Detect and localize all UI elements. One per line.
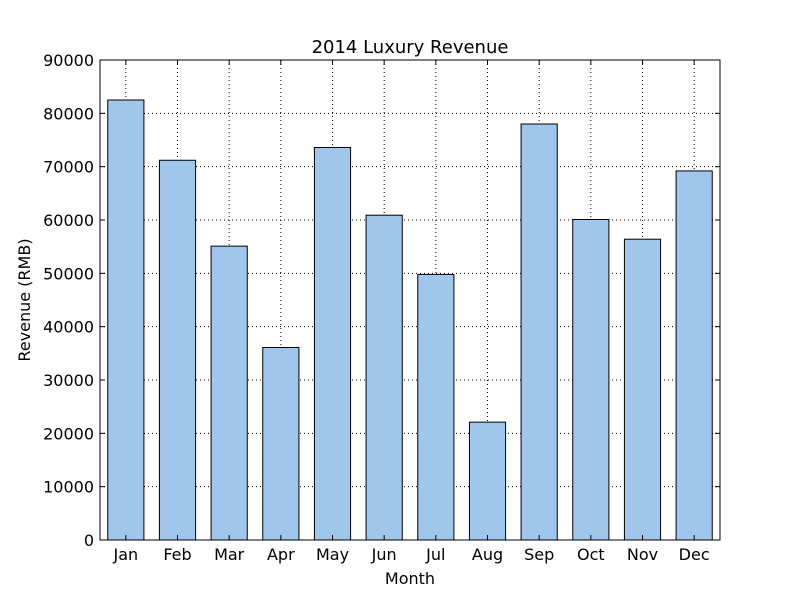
bar-jun bbox=[365, 214, 403, 541]
ticks bbox=[100, 59, 720, 541]
y-tick-label: 20000 bbox=[43, 424, 94, 443]
x-tick-label: Jul bbox=[425, 545, 445, 564]
bar-oct bbox=[572, 218, 610, 541]
y-tick-label: 80000 bbox=[43, 104, 94, 123]
bar-apr bbox=[262, 346, 300, 541]
bar-feb bbox=[158, 159, 197, 541]
bar-may bbox=[313, 146, 352, 541]
y-tick-label: 50000 bbox=[43, 264, 94, 283]
x-tick-label: Jan bbox=[112, 545, 138, 564]
bars bbox=[107, 99, 713, 541]
bar-dec bbox=[675, 170, 713, 541]
y-axis-label: Revenue (RMB) bbox=[15, 238, 34, 361]
chart-title: 2014 Luxury Revenue bbox=[312, 37, 509, 58]
plot-frame bbox=[99, 59, 721, 541]
y-tick-label: 90000 bbox=[43, 51, 94, 70]
y-tick-labels: 0 10000 20000 30000 40000 50000 60000 70000 8000… bbox=[43, 51, 94, 550]
x-tick-label: Oct bbox=[577, 545, 605, 564]
y-tick-label: 0 bbox=[84, 531, 94, 550]
x-tick-label: Dec bbox=[679, 545, 710, 564]
bar-aug bbox=[468, 421, 507, 541]
bar-nov bbox=[623, 238, 662, 541]
y-tick-label: 60000 bbox=[43, 211, 94, 230]
y-tick-label: 30000 bbox=[43, 371, 94, 390]
y-tick-label: 70000 bbox=[43, 158, 94, 177]
bar-jul bbox=[417, 273, 455, 541]
x-tick-label: Apr bbox=[267, 545, 295, 564]
x-axis-label: Month bbox=[385, 569, 435, 588]
x-tick-label: Feb bbox=[163, 545, 191, 564]
x-tick-label: Nov bbox=[627, 545, 658, 564]
bar-jan bbox=[107, 99, 145, 541]
y-tick-label: 10000 bbox=[43, 478, 94, 497]
x-tick-label: Jun bbox=[371, 545, 397, 564]
x-tick-label: Mar bbox=[214, 545, 245, 564]
bar-mar bbox=[210, 245, 248, 541]
bar-sep bbox=[520, 123, 558, 541]
y-tick-label: 40000 bbox=[43, 318, 94, 337]
x-tick-labels: Jan Feb Mar Apr May Jun Jul Aug Sep Oct Nov Dec bbox=[112, 545, 709, 564]
x-tick-label: Aug bbox=[472, 545, 503, 564]
x-tick-label: Sep bbox=[524, 545, 554, 564]
x-tick-label: May bbox=[316, 545, 349, 564]
